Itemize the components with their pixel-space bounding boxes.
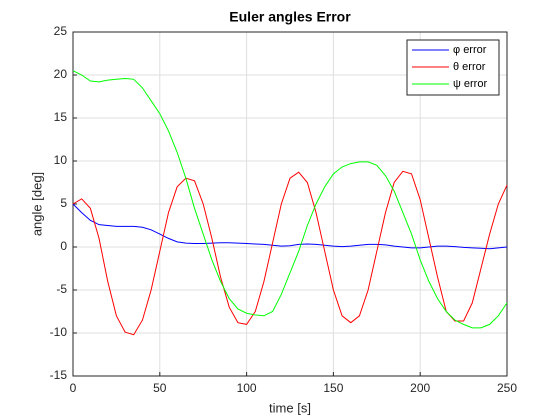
legend-label: ψ error bbox=[453, 78, 487, 90]
series-line bbox=[72, 170, 508, 336]
series-line bbox=[72, 203, 508, 250]
y-tick-label: -10 bbox=[50, 325, 68, 339]
y-tick-label: 0 bbox=[60, 239, 67, 253]
legend-label: θ error bbox=[453, 61, 486, 73]
x-tick-label: 50 bbox=[153, 381, 167, 395]
y-tick-label: 10 bbox=[54, 153, 68, 167]
x-tick-label: 0 bbox=[70, 381, 77, 395]
y-axis-label: angle [deg] bbox=[29, 172, 44, 236]
x-tick-label: 250 bbox=[497, 381, 517, 395]
x-axis-label: time [s] bbox=[269, 400, 311, 415]
y-tick-label: 25 bbox=[54, 24, 68, 38]
series-line bbox=[72, 70, 508, 329]
y-tick-label: -15 bbox=[50, 368, 68, 382]
legend-label: φ error bbox=[453, 44, 487, 56]
x-tick-label: 150 bbox=[323, 381, 343, 395]
y-tick-label: -5 bbox=[56, 282, 67, 296]
chart-title: Euler angles Error bbox=[229, 9, 351, 25]
x-tick-label: 100 bbox=[237, 381, 257, 395]
y-tick-label: 20 bbox=[54, 67, 68, 81]
y-tick-label: 15 bbox=[54, 110, 68, 124]
y-tick-label: 5 bbox=[60, 196, 67, 210]
x-tick-label: 200 bbox=[410, 381, 430, 395]
